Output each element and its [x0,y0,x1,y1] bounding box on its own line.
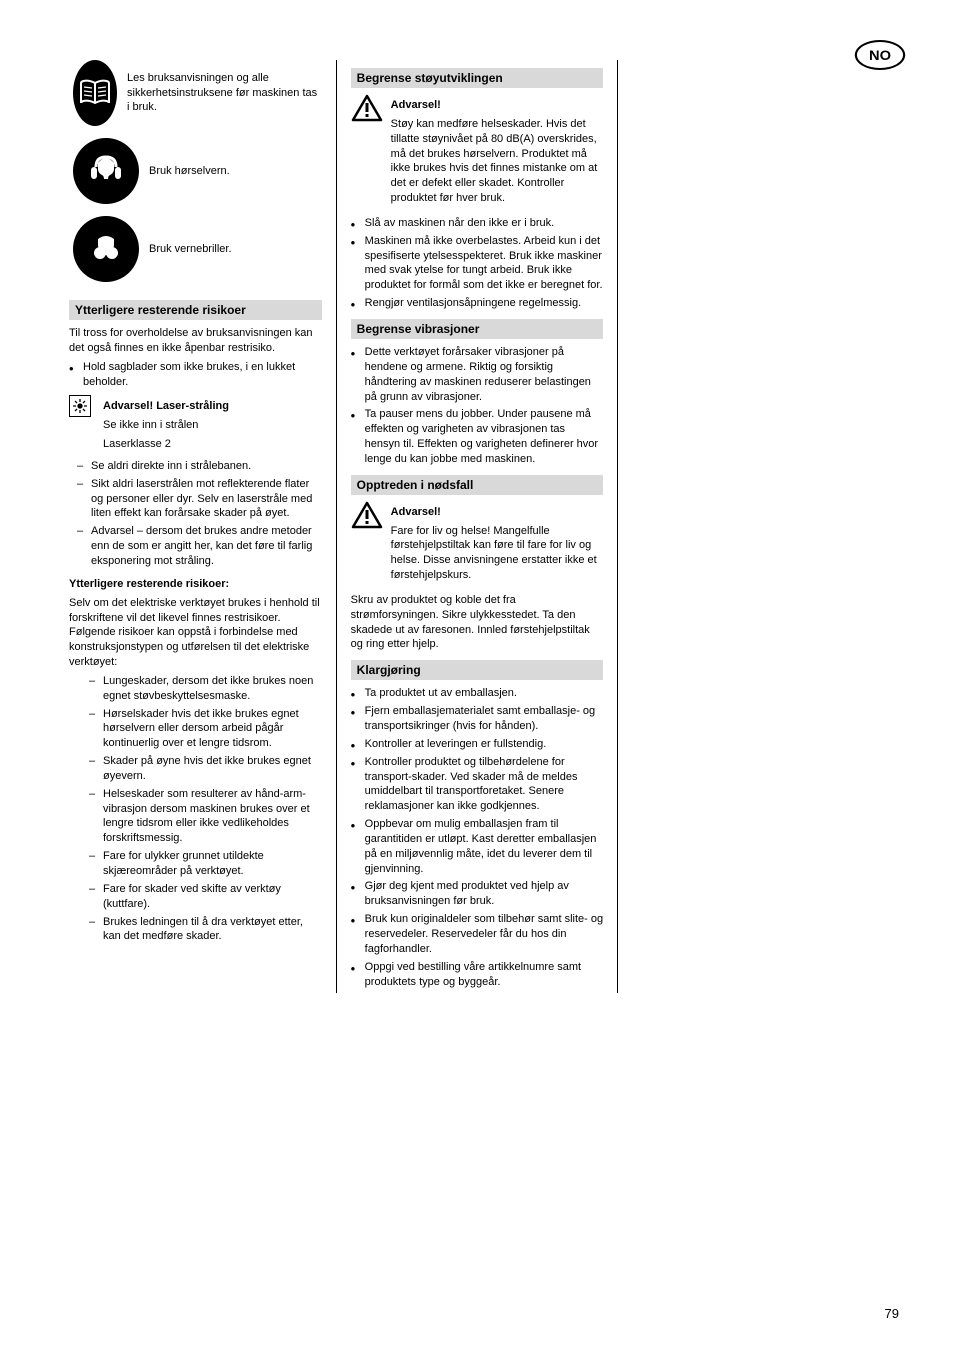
list-item: Slå av maskinen når den ikke er i bruk. [351,216,604,231]
noise-warning: Advarsel! Støy kan medføre helseskader. … [351,94,604,210]
list-item: Oppbevar om mulig emballasjen fram til g… [351,817,604,876]
laser-instructions: Se aldri direkte inn i strålebanen. Sikt… [77,459,322,569]
read-manual-label: Les bruksanvisningen og alle sikkerhetsi… [127,71,322,116]
list-item: Advarsel – dersom det brukes andre metod… [77,524,322,569]
warning-label: Advarsel! [391,506,441,518]
list-item: Maskinen må ikke overbelastes. Arbeid ku… [351,234,604,293]
list-item: Ta produktet ut av emballasjen. [351,686,604,701]
list-item: Sikt aldri laserstrålen mot reflekterend… [77,477,322,522]
content-columns: Les bruksanvisningen og alle sikkerhetsi… [55,60,899,993]
emergency-warning-body: Fare for liv og helse! Mangelfulle først… [391,524,604,583]
laser-radiation-icon [69,395,91,417]
ear-protection-label: Bruk hørselvern. [149,164,230,179]
misc-dashes: Lungeskader, dersom det ikke brukes noen… [89,674,322,944]
read-manual-icon [73,60,117,126]
list-item: Rengjør ventilasjonsåpningene regelmessi… [351,296,604,311]
laser-heading: Advarsel! Laser-stråling [103,399,229,414]
list-item: Brukes ledningen til å dra verktøyet ett… [89,915,322,945]
list-item: Kontroller at leveringen er fullstendig. [351,737,604,752]
list-item: Fare for ulykker grunnet utildekte skjær… [89,849,322,879]
list-item: Fare for skader ved skifte av verktøy (k… [89,882,322,912]
section-preparation: Klargjøring [351,660,604,680]
section-emergency: Opptreden i nødsfall [351,475,604,495]
vibration-bullets: Dette verktøyet forårsaker vibrasjoner p… [351,345,604,467]
additional-intro: Til tross for overholdelse av bruksanvis… [69,326,322,356]
warning-icon [351,501,383,587]
list-item: Gjør deg kjent med produktet ved hjelp a… [351,879,604,909]
noise-warning-body: Støy kan medføre helseskader. Hvis det t… [391,117,604,206]
list-item: Se aldri direkte inn i strålebanen. [77,459,322,474]
section-additional-risks: Ytterligere resterende risikoer [69,300,322,320]
section-noise: Begrense støyutviklingen [351,68,604,88]
column-2: Begrense støyutviklingen Advarsel! Støy … [336,60,619,993]
section-vibration: Begrense vibrasjoner [351,319,604,339]
laser-line2: Laserklasse 2 [103,437,229,452]
list-item: Bruk kun originaldeler som tilbehør samt… [351,912,604,957]
list-item: Lungeskader, dersom det ikke brukes noen… [89,674,322,704]
list-item: Fjern emballasjematerialet samt emballas… [351,704,604,734]
list-item: Oppgi ved bestilling våre artikkelnumre … [351,960,604,990]
list-item: Hold sagblader som ikke brukes, i en luk… [69,360,322,390]
list-item: Dette verktøyet forårsaker vibrasjoner p… [351,345,604,404]
column-3 [618,60,899,993]
noise-bullets: Slå av maskinen når den ikke er i bruk. … [351,216,604,311]
column-1: Les bruksanvisningen og alle sikkerhetsi… [55,60,336,993]
list-item: Kontroller produktet og tilbehørdelene f… [351,755,604,814]
additional-bullets: Hold sagblader som ikke brukes, i en luk… [69,360,322,390]
list-item: Hørselskader hvis det ikke brukes egnet … [89,707,322,752]
warning-label: Advarsel! [391,99,441,111]
emergency-body2: Skru av produktet og koble det fra strøm… [351,593,604,652]
misc-body: Selv om det elektriske verktøyet brukes … [69,596,322,670]
ear-protection-icon [73,138,139,204]
eye-protection-icon [73,216,139,282]
safety-icons: Les bruksanvisningen og alle sikkerhetsi… [69,60,322,282]
eye-protection-label: Bruk vernebriller. [149,242,232,257]
list-item: Helseskader som resulterer av hånd-arm-v… [89,787,322,846]
list-item: Ta pauser mens du jobber. Under pausene … [351,407,604,466]
warning-icon [351,94,383,210]
laser-line1: Se ikke inn i strålen [103,418,229,433]
list-item: Skader på øyne hvis det ikke brukes egne… [89,754,322,784]
emergency-warning: Advarsel! Fare for liv og helse! Mangelf… [351,501,604,587]
misc-heading: Ytterligere resterende risikoer: [69,577,322,592]
page-number: 79 [885,1306,899,1321]
preparation-bullets: Ta produktet ut av emballasjen. Fjern em… [351,686,604,989]
